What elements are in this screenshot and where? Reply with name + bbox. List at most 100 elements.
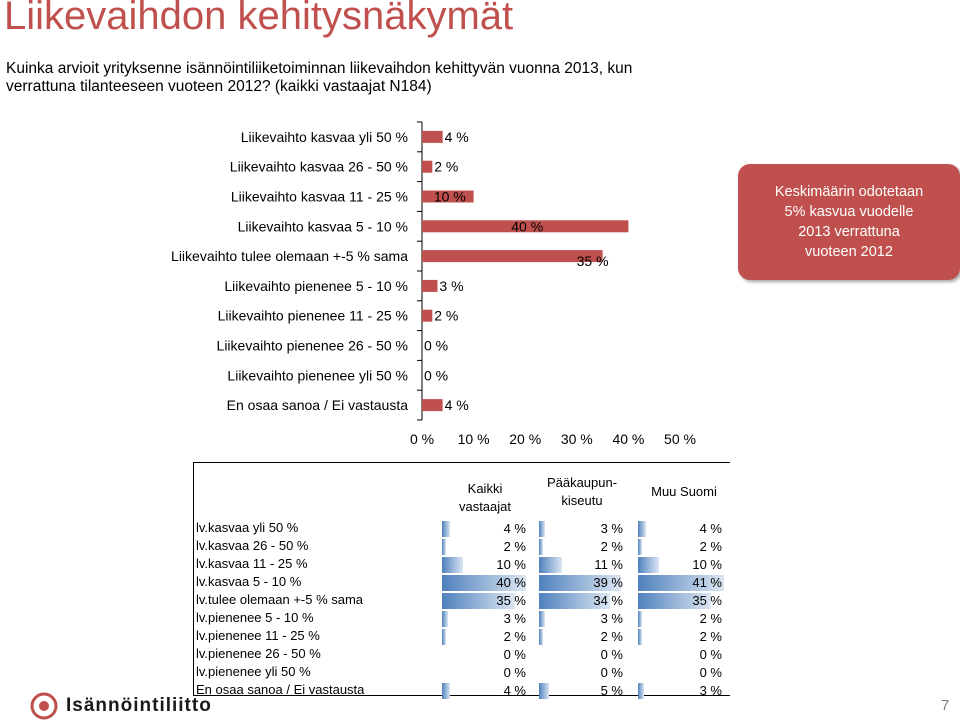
bar [422,399,443,412]
cell-value: 0 % [699,665,722,680]
table-cell: 39 % [539,575,625,591]
data-label: 2 % [434,159,458,175]
average-callout: Keskimäärin odotetaan 5% kasvua vuodelle… [738,164,960,280]
table-row: lv.kasvaa yli 50 % 4 % 3 % 4 % [196,520,730,538]
cell-value: 2 % [699,611,722,626]
bar [422,160,433,173]
table-cell: 4 % [442,521,528,537]
cell-data-bar [539,593,610,609]
table-cell: 0 % [539,647,625,663]
cell-data-bar [442,683,450,699]
cell-value: 2 % [503,629,526,644]
cell-data-bar [539,611,545,627]
cell-data-bar [638,539,642,555]
row-label: lv.pienenee 5 - 10 % [196,610,314,625]
x-tick-label: 20 % [509,431,541,447]
x-tick-label: 50 % [664,431,696,447]
table-row: lv.pienenee 5 - 10 % 3 % 3 % 2 % [196,610,730,628]
table-row: lv.pienenee yli 50 % 0 % 0 % 0 % [196,664,730,682]
category-label: Liikevaihto pienenee 11 - 25 % [218,308,408,324]
col-header-all: Kaikki vastaajat [458,481,512,514]
cell-value: 0 % [600,665,623,680]
cell-value: 10 % [496,557,526,572]
col-header-capital: Pääkaupun- kiseutu [546,475,618,508]
row-label: En osaa sanoa / Ei vastausta [196,682,365,697]
table-row: lv.kasvaa 26 - 50 % 2 % 2 % 2 % [196,538,730,556]
table-header: Kaikki vastaajat Pääkaupun- kiseutu Muu … [193,462,730,520]
table-cell: 10 % [638,557,724,573]
cell-value: 40 % [496,575,526,590]
cell-data-bar [638,611,642,627]
category-label: Liikevaihto tulee olemaan +-5 % sama [171,248,408,264]
category-label: Liikevaihto pienenee 5 - 10 % [224,278,408,294]
cell-value: 2 % [600,539,623,554]
cell-value: 4 % [503,521,526,536]
cell-data-bar [539,539,543,555]
cell-value: 0 % [503,647,526,662]
cell-data-bar [442,575,526,591]
table-cell: 0 % [442,665,528,681]
row-label: lv.tulee olemaan +-5 % sama [196,592,364,607]
data-label: 35 % [577,253,609,269]
cell-value: 34 % [593,593,623,608]
logo-text: Isännöintiliitto [66,695,212,716]
cell-value: 3 % [699,683,722,698]
cell-value: 2 % [503,539,526,554]
cell-value: 41 % [692,575,722,590]
cell-data-bar [539,521,545,537]
category-label: En osaa sanoa / Ei vastausta [227,397,409,413]
table-cell: 3 % [638,683,724,699]
table-cell: 2 % [539,539,625,555]
col-header-rest: Muu Suomi [651,484,717,499]
table-cell: 40 % [442,575,528,591]
cell-data-bar [539,575,621,591]
x-tick-label: 10 % [458,431,490,447]
row-label: lv.kasvaa 11 - 25 % [196,556,308,571]
table-cell: 5 % [539,683,625,699]
table-cell: 35 % [442,593,528,609]
row-label: lv.pienenee yli 50 % [196,664,311,679]
survey-question: Kuinka arvioit yrityksenne isännöintilii… [6,60,633,95]
cell-value: 2 % [699,539,722,554]
cell-data-bar [442,593,515,609]
cell-value: 11 % [594,557,623,572]
bar-chart: Liikevaihto kasvaa yli 50 % 4 % Liikevaiht… [171,121,696,447]
table-cell: 3 % [539,521,625,537]
data-label: 3 % [439,278,463,294]
category-label: Liikevaihto kasvaa 26 - 50 % [230,159,408,175]
category-label: Liikevaihto pienenee yli 50 % [227,367,408,383]
cell-data-bar [442,539,446,555]
x-tick-label: 40 % [612,431,644,447]
table-cell: 35 % [638,593,724,609]
x-tick-label: 0 % [410,431,434,447]
table-cell: 11 % [539,557,625,573]
callout-text: Keskimäärin odotetaan 5% kasvua vuodelle… [774,184,924,260]
category-label: Liikevaihto kasvaa 11 - 25 % [231,189,408,205]
row-label: lv.kasvaa yli 50 % [196,520,299,535]
logo: Isännöintiliitto [30,692,212,720]
row-label: lv.pienenee 11 - 25 % [196,628,320,643]
cell-value: 2 % [699,629,722,644]
table-cell: 0 % [638,665,724,681]
cell-value: 35 % [496,593,526,608]
table-cell: 4 % [442,683,528,699]
table-cell: 34 % [539,593,625,609]
table-row: lv.kasvaa 5 - 10 % 40 % 39 % 41 % [196,574,730,592]
cell-value: 0 % [600,647,623,662]
data-label: 40 % [511,218,543,234]
cell-data-bar [539,683,549,699]
table-cell: 2 % [539,629,625,645]
cell-data-bar [638,521,646,537]
cell-data-bar [539,629,543,645]
table-cell: 2 % [638,611,724,627]
data-label: 2 % [434,308,458,324]
cell-data-bar [638,557,659,573]
cell-value: 39 % [593,575,623,590]
table-cell: 0 % [539,665,625,681]
cell-value: 0 % [699,647,722,662]
table-cell: 2 % [638,629,724,645]
table-cell: 2 % [638,539,724,555]
page-number: 7 [941,697,950,714]
table-row: En osaa sanoa / Ei vastausta 4 % 5 % 3 % [196,682,730,700]
table-frame [193,462,730,696]
